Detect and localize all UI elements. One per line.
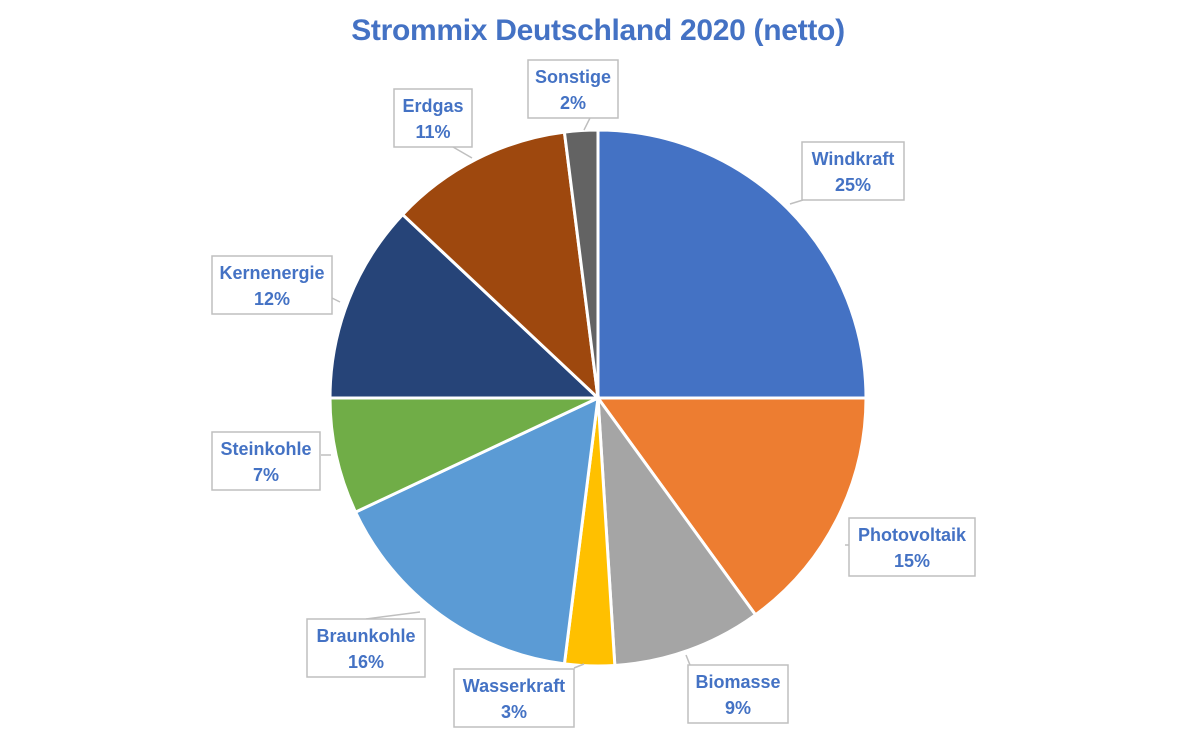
data-label-erdgas: Erdgas 11% bbox=[393, 88, 473, 148]
data-label-photovoltaik: Photovoltaik 15% bbox=[848, 517, 976, 577]
data-label-braunkohle: Braunkohle 16% bbox=[306, 618, 426, 678]
slice-value-label: 25% bbox=[835, 175, 871, 195]
slice-category-label: Photovoltaik bbox=[858, 525, 967, 545]
slice-category-label: Windkraft bbox=[812, 149, 895, 169]
data-label-box bbox=[848, 517, 976, 577]
data-label-windkraft: Windkraft 25% bbox=[801, 141, 905, 201]
slice-value-label: 7% bbox=[253, 465, 279, 485]
slice-category-label: Sonstige bbox=[535, 67, 611, 87]
leader-line-kernenergie bbox=[331, 297, 341, 303]
slice-category-label: Steinkohle bbox=[220, 439, 311, 459]
slice-value-label: 11% bbox=[415, 122, 450, 142]
data-label-box bbox=[211, 431, 321, 491]
pie-slice-braunkohle bbox=[353, 395, 600, 666]
leader-line-biomasse bbox=[685, 654, 691, 666]
data-label-box bbox=[211, 255, 333, 315]
pie-slice-steinkohle bbox=[328, 396, 599, 515]
pie-slice-photovoltaik bbox=[595, 396, 868, 617]
slice-value-label: 12% bbox=[254, 289, 290, 309]
slice-category-label: Wasserkraft bbox=[463, 676, 565, 696]
slice-value-label: 16% bbox=[348, 652, 384, 672]
data-label-box bbox=[306, 618, 426, 678]
leader-line-wasserkraft bbox=[573, 663, 585, 669]
slice-category-label: Biomasse bbox=[695, 672, 780, 692]
data-label-box bbox=[801, 141, 905, 201]
slice-value-label: 2% bbox=[560, 93, 586, 113]
data-label-box bbox=[453, 668, 575, 728]
leader-line-erdgas bbox=[452, 146, 473, 159]
pie-slice-sonstige bbox=[562, 128, 600, 399]
data-label-kernenergie: Kernenergie 12% bbox=[211, 255, 333, 315]
pie-slice-kernenergie bbox=[328, 212, 602, 400]
data-label-biomasse: Biomasse 9% bbox=[687, 664, 789, 724]
slice-value-label: 15% bbox=[894, 551, 930, 571]
leader-line-braunkohle bbox=[365, 611, 421, 620]
data-labels-layer: Windkraft 25% Photovoltaik 15% Biomasse 9% Was… bbox=[211, 59, 976, 728]
data-label-sonstige: Sonstige 2% bbox=[527, 59, 619, 119]
data-label-box bbox=[687, 664, 789, 724]
leader-line-sonstige bbox=[583, 117, 591, 131]
slice-value-label: 9% bbox=[725, 698, 751, 718]
slices-layer bbox=[328, 128, 868, 668]
chart-title: Strommix Deutschland 2020 (netto) bbox=[351, 14, 845, 47]
leader-line-windkraft bbox=[789, 199, 804, 205]
pie-slice-erdgas bbox=[400, 130, 601, 402]
data-label-box bbox=[527, 59, 619, 119]
data-label-box bbox=[393, 88, 473, 148]
slice-category-label: Braunkohle bbox=[316, 626, 415, 646]
slice-value-label: 3% bbox=[501, 702, 527, 722]
pie-slice-biomasse bbox=[596, 392, 758, 668]
data-label-steinkohle: Steinkohle 7% bbox=[211, 431, 321, 491]
data-label-wasserkraft: Wasserkraft 3% bbox=[453, 668, 575, 728]
slice-category-label: Kernenergie bbox=[219, 263, 324, 283]
pie-slice-windkraft bbox=[596, 128, 868, 400]
slice-category-label: Erdgas bbox=[402, 96, 463, 116]
